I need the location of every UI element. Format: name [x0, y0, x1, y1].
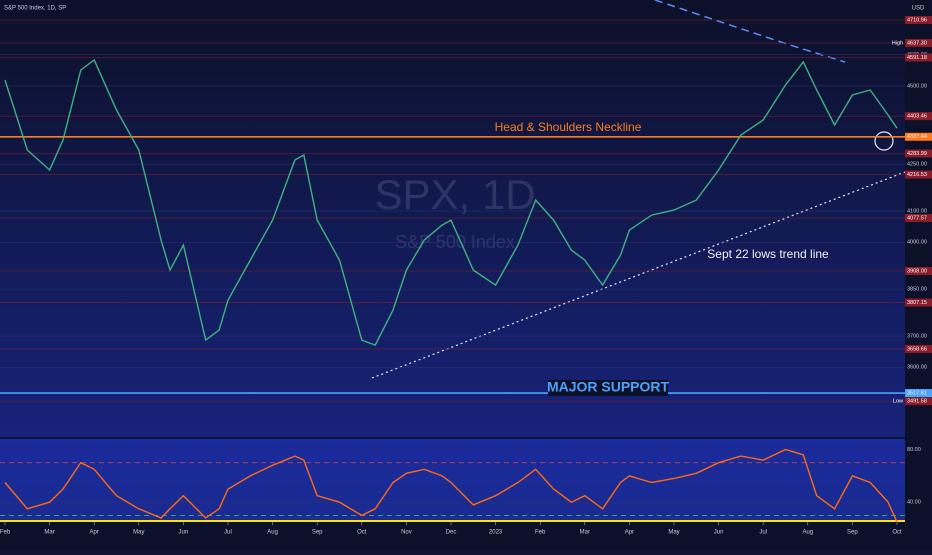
price-tag	[905, 170, 932, 179]
price-tag	[905, 149, 932, 158]
header: S&P 500 Index, 1D, SP	[4, 6, 66, 12]
price-tag	[905, 344, 932, 353]
x-tick-label: Sep	[312, 530, 323, 536]
x-tick-label: Aug	[802, 530, 813, 536]
price-tag	[905, 267, 932, 276]
x-tick-label: May	[133, 530, 144, 536]
annotation: Head & Shoulders Neckline	[495, 120, 642, 134]
price-tag	[905, 39, 932, 48]
x-tick-label: Apr	[625, 530, 634, 536]
y-tick-label: 40.00	[907, 500, 921, 506]
rsi-pane	[0, 439, 905, 522]
annotation: Sept 22 lows trend line	[707, 247, 829, 261]
annotation-bg	[548, 380, 668, 397]
x-tick-label: Nov	[401, 530, 412, 536]
x-tick-label: Jul	[759, 530, 767, 536]
x-tick-label: Apr	[90, 530, 99, 536]
watermark-sub: S&P 500 Index	[395, 232, 515, 252]
x-tick-label: Dec	[446, 530, 457, 536]
y-tick-label: 4100.00	[907, 208, 927, 214]
level-tag	[905, 132, 932, 141]
level-tag-label: 3517.61	[907, 390, 927, 396]
price-tag-label: 3658.66	[907, 346, 927, 352]
price-tag	[905, 53, 932, 62]
price-tag-label: 4216.53	[907, 172, 927, 178]
x-tick-label: Feb	[0, 530, 11, 536]
price-tag-label: 3908.00	[907, 268, 927, 274]
y-tick-label: 3700.00	[907, 333, 927, 339]
price-tag	[905, 16, 932, 25]
price-pane	[0, 0, 905, 437]
x-tick-label: Oct	[892, 530, 902, 536]
x-tick-label: May	[668, 530, 679, 536]
price-tag-name: High	[892, 40, 903, 46]
price-tag-label: 4403.46	[907, 114, 927, 120]
y-tick-label: 4250.00	[907, 162, 927, 168]
level-tag-label: 4337.44	[907, 134, 927, 140]
price-tag-label: 3807.15	[907, 300, 927, 306]
price-tag-label: 3491.58	[907, 399, 927, 405]
x-tick-label: Jun	[714, 530, 724, 536]
y-tick-label: 4000.00	[907, 240, 927, 246]
x-tick-label: Mar	[44, 530, 54, 536]
series-line	[4, 58, 898, 346]
price-tag	[905, 112, 932, 121]
currency: USD	[912, 6, 925, 12]
y-tick-label: 4500.00	[907, 83, 927, 89]
y-tick-label: 80.00	[907, 447, 921, 453]
series-line	[4, 448, 898, 523]
level-tag	[905, 389, 932, 398]
price-tag	[905, 397, 932, 406]
x-tick-label: Jun	[179, 530, 189, 536]
annotation: MAJOR SUPPORT	[547, 379, 670, 395]
x-tick-label: 2023	[489, 530, 503, 536]
price-tag-name: Low	[893, 399, 903, 405]
trend-line	[371, 171, 906, 379]
y-tick-label: 3600.00	[907, 365, 927, 371]
price-tag-label: 4637.30	[907, 40, 927, 46]
watermark: SPX, 1D	[374, 171, 535, 218]
y-tick-label: 3850.00	[907, 287, 927, 293]
x-tick-label: Aug	[267, 530, 278, 536]
price-tag-label: 4710.96	[907, 17, 927, 23]
time-axis	[0, 522, 932, 550]
price-tag	[905, 214, 932, 223]
x-tick-label: Feb	[535, 530, 546, 536]
x-tick-label: Oct	[357, 530, 367, 536]
price-tag-label: 4283.99	[907, 151, 927, 157]
x-tick-label: Sep	[847, 530, 858, 536]
x-tick-label: Mar	[580, 530, 590, 536]
price-tag-label: 4077.57	[907, 215, 927, 221]
price-tag-label: 4591.18	[907, 55, 927, 61]
highlight-circle	[874, 131, 894, 151]
x-tick-label: Jul	[224, 530, 232, 536]
price-tag	[905, 298, 932, 307]
